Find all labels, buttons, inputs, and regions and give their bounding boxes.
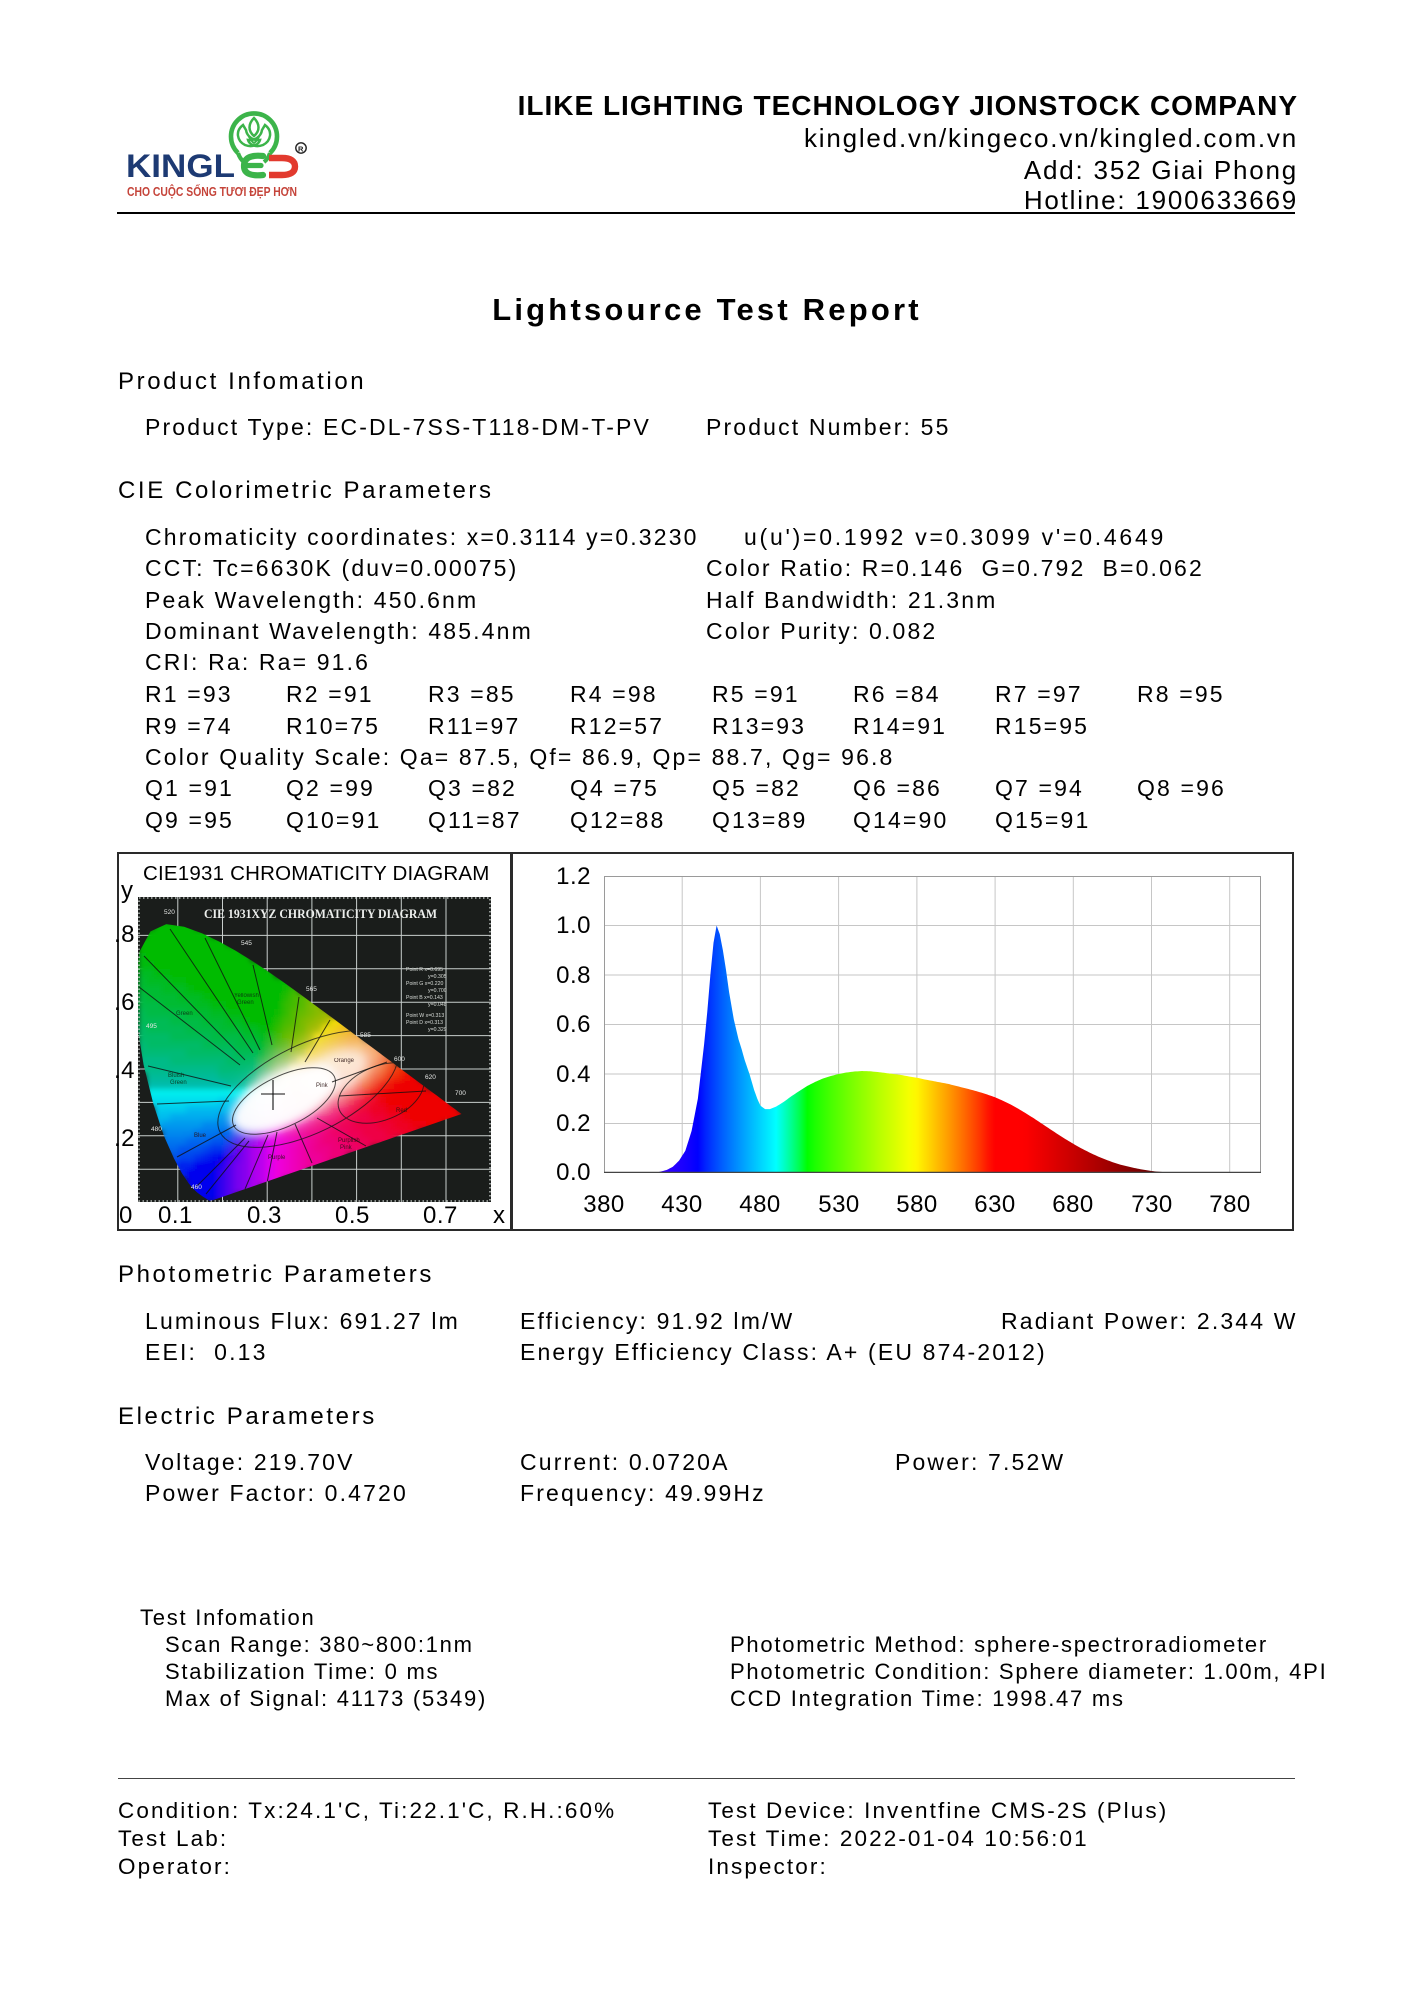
svg-text:600: 600	[394, 1056, 405, 1063]
svg-text:495: 495	[146, 1023, 157, 1030]
svg-text:Point W x=0.313: Point W x=0.313	[406, 1013, 444, 1019]
svg-text:y=0.700: y=0.700	[428, 988, 447, 994]
svg-text:CIE 1931XYZ CHROMATICITY DIAGR: CIE 1931XYZ CHROMATICITY DIAGRAM	[204, 906, 437, 921]
svg-text:Pink: Pink	[340, 1145, 353, 1151]
svg-text:Point B x=0.143: Point B x=0.143	[406, 995, 443, 1001]
svg-text:Green: Green	[237, 1000, 254, 1006]
svg-text:Point R x=0.695: Point R x=0.695	[406, 967, 443, 973]
svg-text:Yellowish: Yellowish	[234, 993, 259, 999]
svg-text:Pink: Pink	[316, 1083, 329, 1089]
svg-text:Red: Red	[396, 1108, 407, 1114]
svg-text:565: 565	[306, 986, 317, 993]
svg-text:Orange: Orange	[334, 1058, 355, 1064]
svg-text:585: 585	[360, 1032, 371, 1039]
svg-text:R: R	[298, 145, 304, 154]
svg-text:Point G x=0.220: Point G x=0.220	[406, 981, 443, 987]
svg-text:480: 480	[151, 1126, 162, 1133]
svg-text:CHO CUỘC SỐNG TƯƠI ĐẸP HƠN: CHO CUỘC SỐNG TƯƠI ĐẸP HƠN	[127, 184, 297, 199]
svg-text:Purplish: Purplish	[338, 1138, 360, 1144]
svg-text:Green: Green	[170, 1080, 187, 1086]
svg-text:Purple: Purple	[268, 1155, 286, 1161]
svg-text:y=0.305: y=0.305	[428, 974, 447, 980]
svg-text:700: 700	[455, 1090, 466, 1097]
svg-text:Point D x=0.313: Point D x=0.313	[406, 1020, 443, 1026]
svg-text:KINGL: KINGL	[126, 148, 235, 184]
svg-text:620: 620	[425, 1074, 436, 1081]
svg-text:y=0.329: y=0.329	[428, 1027, 447, 1033]
svg-text:Blue: Blue	[194, 1133, 207, 1139]
svg-text:460: 460	[191, 1184, 202, 1191]
svg-text:y=0.048: y=0.048	[428, 1002, 447, 1008]
svg-text:Bluish: Bluish	[168, 1073, 184, 1079]
svg-text:Green: Green	[176, 1011, 193, 1017]
svg-text:545: 545	[241, 940, 252, 947]
svg-text:520: 520	[164, 909, 175, 916]
